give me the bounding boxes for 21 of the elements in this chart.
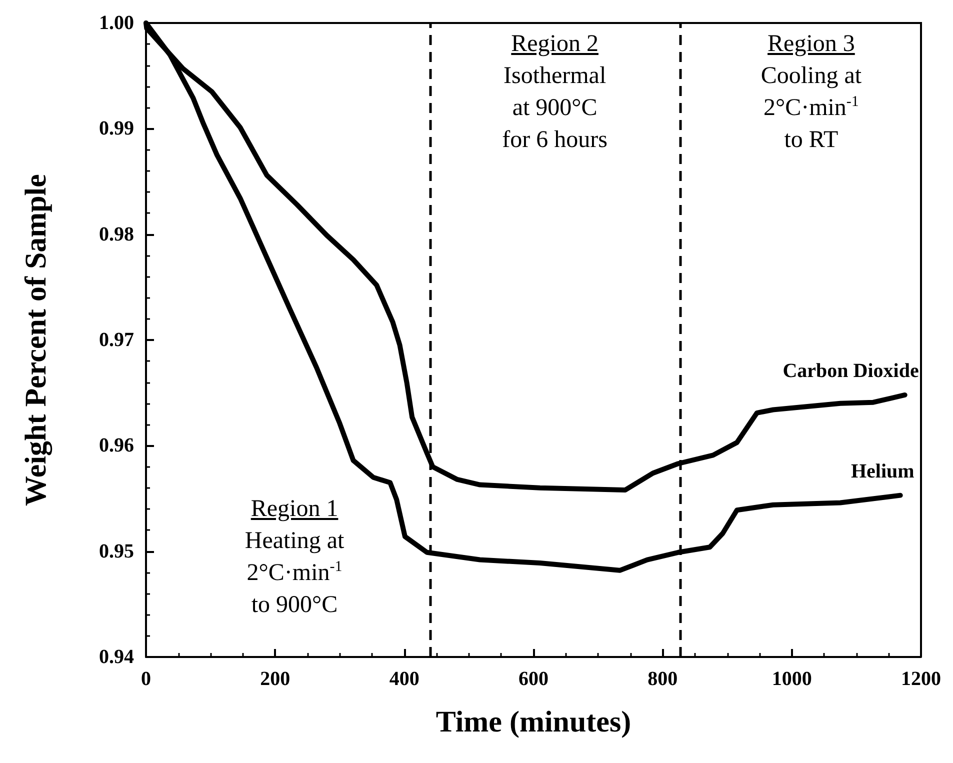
x-tick-label: 1200 [901,668,941,690]
y-tick-label: 0.99 [99,118,134,140]
annotation: Region 1 Heating at 2°C·min$^{-1}$ to 900°C [244,495,344,620]
x-tick-label: 0 [141,668,151,690]
x-tick-label: 600 [518,668,548,690]
x-tick-label: 1000 [772,668,812,690]
x-tick-label: 200 [260,668,290,690]
annotation: Region 2 Isothermal at 900°C for 6 hours [502,30,608,156]
x-tick-label: 400 [389,668,420,690]
x-axis-title: Time (minutes) [436,706,632,738]
y-tick-label: 0.94 [99,646,134,668]
series-label: Helium [850,460,915,482]
x-tick-label: 800 [648,668,678,690]
y-tick-label: 0.95 [99,540,134,562]
y-tick-label: 1.00 [99,12,134,34]
y-tick-label: 0.96 [99,434,134,457]
y-tick-label: 0.97 [99,329,134,351]
y-tick-label: 0.98 [99,223,134,246]
text: Region 3 Cooling at 2°C·min$^{-1}$ to RT [760,31,862,154]
series-label: Carbon Dioxide [782,360,919,382]
y-axis-title: Weight Percent of Sample [20,174,52,506]
